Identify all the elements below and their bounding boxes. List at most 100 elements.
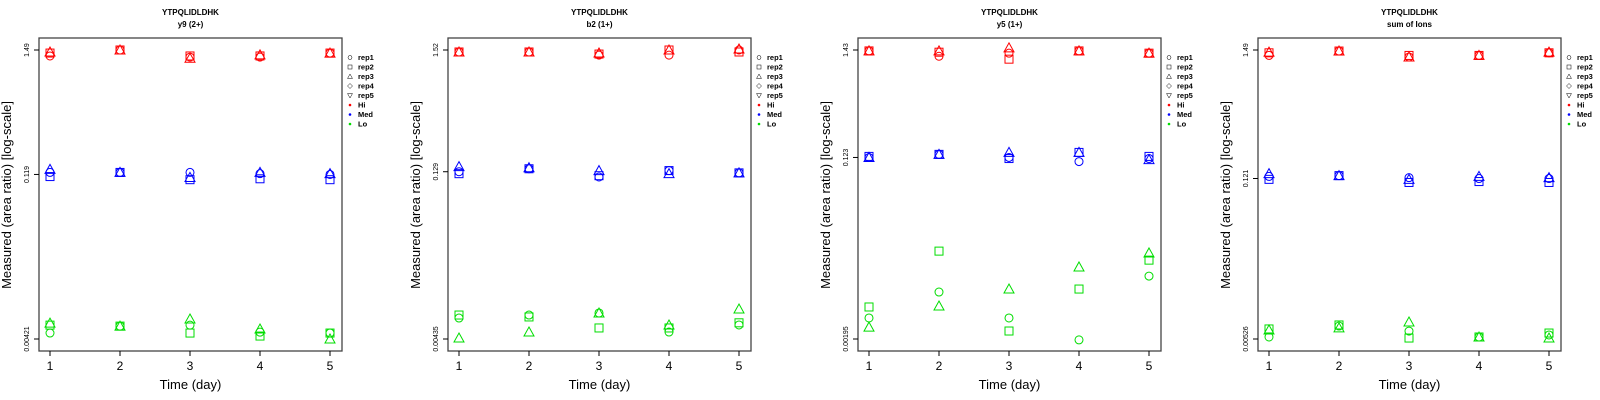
legend-item-lo: Lo: [1567, 120, 1587, 129]
legend-item-rep1: rep1: [1566, 53, 1593, 62]
chart-panel: YTPQLIDLDHK y9 (2+) 1.49 0.119 0.00421 1 2 3 4 5 T…: [0, 0, 400, 400]
x-tick-label: 4: [1476, 359, 1483, 373]
data-point-hi-rep3: [663, 43, 675, 55]
legend-label: rep5: [1577, 91, 1593, 100]
chart-panel: YTPQLIDLDHK sum of Ions 1.49 0.121 0.00526 1 2…: [1200, 0, 1600, 400]
data-point-hi-rep2: [255, 51, 265, 61]
legend-label: Med: [1177, 110, 1192, 119]
data-point-lo-rep1: [1404, 326, 1414, 336]
data-point-lo-rep3: [1263, 323, 1275, 335]
data-point-med-rep3: [1263, 167, 1275, 179]
chart-title: YTPQLIDLDHK: [162, 8, 219, 17]
x-tick-label: 3: [1406, 359, 1413, 373]
legend-item-rep4: rep4: [756, 82, 784, 91]
x-tick-label: 5: [1546, 359, 1553, 373]
triangle-down-icon: [1566, 93, 1572, 99]
diamond-icon: [756, 83, 762, 89]
legend-label: Lo: [767, 120, 777, 129]
data-point-lo-rep2: [255, 331, 265, 341]
data-point-hi-rep3: [184, 52, 196, 63]
legend-item-rep4: rep4: [347, 82, 375, 91]
triangle-up-icon: [1566, 73, 1572, 79]
y-tick-label: 0.119: [24, 166, 31, 183]
legend-label: rep5: [767, 91, 783, 100]
data-point-lo-rep3: [1003, 283, 1015, 294]
legend-item-rep5: rep5: [756, 91, 783, 100]
x-tick-label: 4: [1076, 359, 1083, 373]
legend-item-lo: Lo: [348, 120, 368, 129]
data-point-hi-rep2: [1544, 48, 1554, 58]
square-icon: [347, 64, 353, 70]
x-axis-label: Time (day): [1379, 377, 1441, 392]
dot-icon: [348, 122, 352, 126]
data-point-med-rep2: [1264, 174, 1274, 184]
x-tick-label: 1: [1266, 359, 1273, 373]
legend-item-rep5: rep5: [347, 91, 374, 100]
data-point-lo-rep2: [1004, 326, 1014, 336]
legend-label: Lo: [358, 120, 368, 129]
data-point-lo-rep3: [1543, 332, 1555, 343]
triangle-down-icon: [756, 93, 762, 99]
dot-icon: [1567, 113, 1571, 116]
legend-label: rep2: [358, 63, 374, 72]
x-tick-label: 3: [1006, 359, 1013, 373]
data-point-lo-rep2: [185, 328, 195, 338]
legend-label: rep2: [767, 63, 783, 72]
legend-label: rep4: [1177, 82, 1194, 91]
legend-item-rep2: rep2: [347, 63, 374, 72]
square-icon: [1566, 64, 1572, 70]
data-point-med-rep2: [594, 171, 604, 181]
y-axis-label: Measured (area ratio) [log-scale]: [1218, 101, 1233, 289]
legend-item-rep3: rep3: [347, 72, 374, 81]
data-point-lo-rep1: [45, 328, 55, 338]
chart-subtitle: y9 (2+): [178, 20, 204, 29]
data-point-med-rep2: [325, 175, 335, 185]
legend-label: Med: [1577, 110, 1592, 119]
data-point-med-rep3: [1403, 173, 1415, 184]
legend-item-hi: Hi: [1567, 101, 1585, 110]
data-point-hi-rep2: [185, 51, 195, 61]
data-point-hi-rep3: [453, 45, 465, 57]
data-point-lo-rep2: [594, 323, 604, 333]
data-point-lo-rep2: [1264, 324, 1274, 334]
data-point-med-rep3: [254, 166, 266, 177]
legend-label: rep2: [1177, 63, 1193, 72]
y-tick-label: 0.00195: [843, 326, 850, 351]
data-point-med-rep3: [1473, 170, 1485, 181]
square-icon: [1166, 64, 1172, 70]
x-axis-label: Time (day): [569, 377, 631, 392]
y-tick-label: 0.121: [1243, 170, 1250, 188]
x-tick-label: 5: [736, 359, 743, 373]
dot-icon: [348, 113, 352, 116]
chart-subtitle: sum of Ions: [1387, 20, 1432, 29]
y-tick-label: 1.49: [1243, 43, 1250, 57]
data-point-med-rep2: [1144, 151, 1154, 161]
legend-item-rep3: rep3: [1566, 72, 1593, 81]
legend-item-hi: Hi: [1167, 101, 1185, 110]
scatter-plot: YTPQLIDLDHK y9 (2+) 1.49 0.119 0.00421 1 2 3 4 5 T…: [0, 8, 375, 392]
data-point-hi-rep3: [523, 45, 535, 57]
legend-item-med: Med: [757, 110, 782, 119]
data-point-med-rep2: [1004, 154, 1014, 164]
data-point-med-rep1: [454, 167, 464, 177]
legend-item-rep3: rep3: [1166, 72, 1193, 81]
data-point-hi-rep3: [1003, 41, 1015, 53]
data-point-med-rep3: [1543, 171, 1555, 183]
legend-item-lo: Lo: [1167, 120, 1187, 129]
data-point-hi-rep3: [114, 43, 126, 55]
data-point-lo-rep2: [454, 310, 464, 320]
plot-frame: [857, 37, 1162, 352]
data-point-lo-rep3: [44, 317, 56, 328]
legend-item-rep5: rep5: [1166, 91, 1193, 100]
data-point-lo-rep3: [733, 302, 745, 314]
data-point-lo-rep3: [863, 321, 875, 332]
legend-item-rep4: rep4: [1166, 82, 1194, 91]
data-point-hi-rep3: [1333, 45, 1345, 56]
y-tick-label: 1.49: [24, 43, 31, 57]
legend-item-rep1: rep1: [1166, 53, 1193, 62]
x-tick-label: 4: [666, 359, 673, 373]
x-axis-label: Time (day): [160, 377, 222, 392]
triangle-up-icon: [1166, 73, 1172, 79]
data-point-med-rep3: [453, 160, 465, 172]
data-point-hi-rep3: [1403, 50, 1415, 62]
